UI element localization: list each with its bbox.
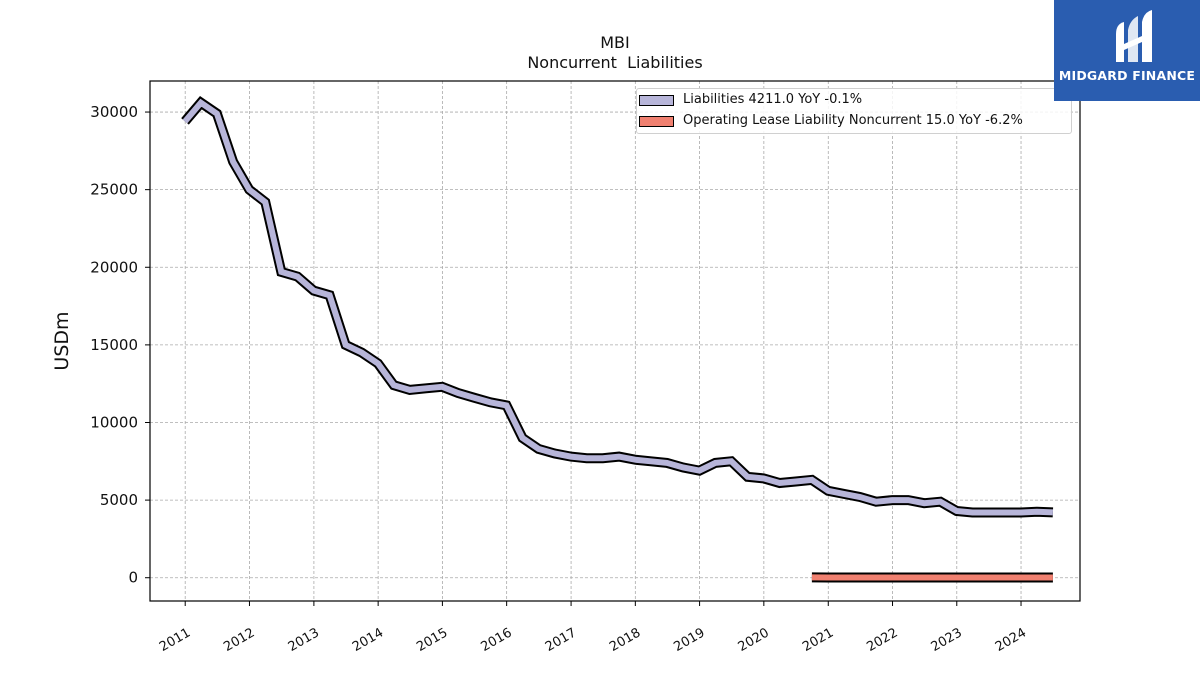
y-tick-label: 10000 (90, 413, 138, 431)
grid-lines (150, 81, 1080, 601)
chart-legend: Liabilities 4211.0 YoY -0.1% Operating L… (636, 88, 1072, 134)
y-tick-label: 25000 (90, 181, 138, 199)
legend-label-operating-lease: Operating Lease Liability Noncurrent 15.… (683, 113, 1023, 128)
y-tick-label: 30000 (90, 103, 138, 121)
legend-swatch-liabilities (639, 95, 674, 106)
series-line-outline (181, 96, 1054, 518)
legend-label-liabilities: Liabilities 4211.0 YoY -0.1% (683, 92, 863, 107)
x-tick-label: 2023 (929, 625, 965, 655)
series-line (182, 98, 1054, 516)
x-tick-label: 2018 (607, 625, 643, 655)
axis-ticks: 0 5000 10000 15000 20000 25000 30000 2011 2012 20… (90, 103, 1029, 655)
logo-text: MIDGARD FINANCE (1058, 68, 1196, 83)
chart-subtitle: Noncurrent Liabilities (527, 53, 703, 72)
series-operating-lease (811, 572, 1053, 583)
y-tick-label: 0 (128, 569, 138, 587)
x-tick-label: 2014 (350, 625, 386, 655)
x-tick-label: 2024 (993, 625, 1029, 655)
y-tick-label: 20000 (90, 258, 138, 276)
x-tick-label: 2016 (478, 625, 514, 655)
series-liabilities (181, 96, 1054, 518)
x-tick-label: 2012 (221, 625, 257, 655)
x-tick-label: 2017 (543, 625, 579, 655)
logo-mark-icon (1116, 10, 1152, 62)
x-tick-label: 2011 (157, 625, 193, 655)
plot-frame (149, 80, 1081, 602)
x-tick-label: 2013 (286, 625, 322, 655)
series-layer (181, 96, 1054, 583)
x-tick-label: 2020 (736, 625, 772, 655)
midgard-finance-logo: MIDGARD FINANCE (1054, 0, 1200, 101)
x-tick-label: 2019 (671, 625, 707, 655)
y-tick-label: 15000 (90, 336, 138, 354)
x-tick-label: 2015 (414, 625, 450, 655)
legend-swatch-operating-lease (639, 116, 674, 127)
y-axis-label: USDm (51, 311, 73, 370)
x-tick-label: 2022 (864, 625, 900, 655)
chart-title: MBI (600, 33, 630, 52)
y-tick-label: 5000 (100, 491, 138, 509)
x-tick-label: 2021 (800, 625, 836, 655)
